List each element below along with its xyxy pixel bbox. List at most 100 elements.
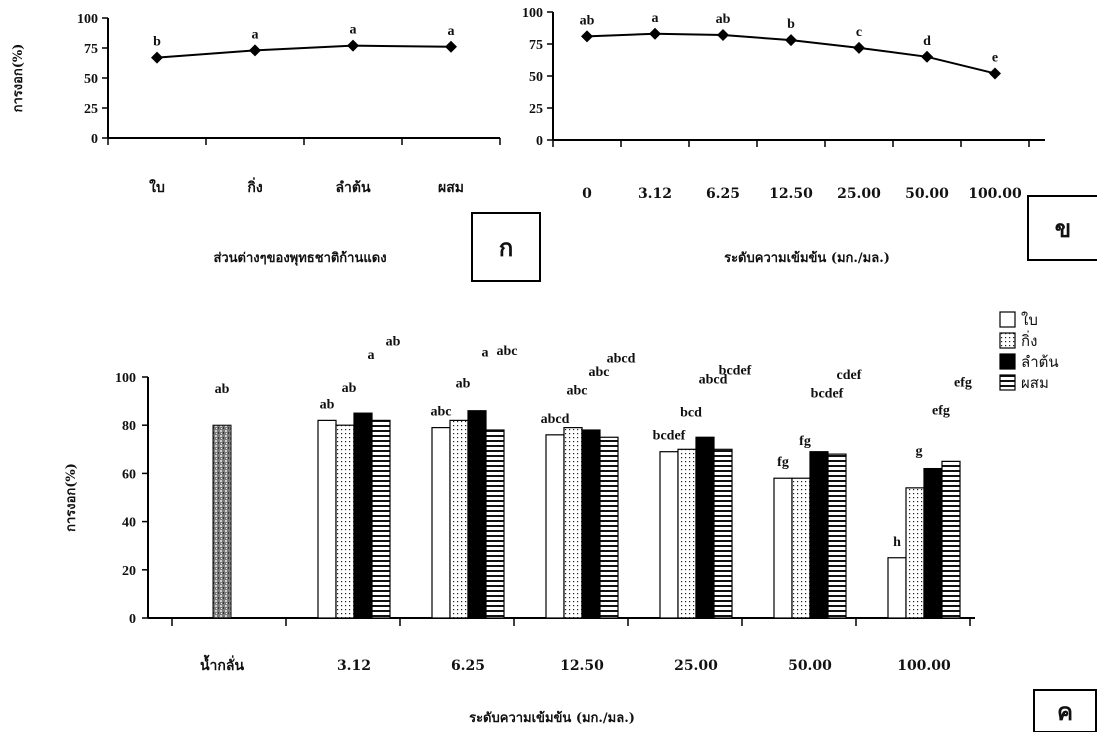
x-tick-label: 0 <box>582 186 592 202</box>
bar-significance-label: a <box>482 346 489 361</box>
legend-swatch <box>999 374 1016 391</box>
data-point <box>649 27 661 40</box>
bar-significance-label: a <box>368 348 375 363</box>
bar-horizontal <box>485 429 505 619</box>
x-tick-label: 12.50 <box>560 658 604 674</box>
significance-label: e <box>992 50 998 65</box>
x-axis-title: ส่วนต่างๆของพุทธชาติก้านแดง <box>213 250 386 266</box>
x-tick-label: 3.12 <box>638 186 672 202</box>
y-tick-label: 25 <box>529 102 543 117</box>
y-axis-title: การงอก(%) <box>64 463 79 532</box>
bar-significance-label: efg <box>954 375 972 390</box>
bar-black <box>923 467 943 619</box>
bar-black <box>809 451 829 619</box>
bar-significance-label: ab <box>320 397 335 412</box>
bar-horizontal <box>827 453 847 619</box>
y-tick-label: 100 <box>522 6 543 21</box>
bar-significance-label: h <box>893 535 901 550</box>
bar-significance-label: cdef <box>837 368 862 383</box>
bar-significance-label: abcd <box>699 372 728 387</box>
panel-label-box <box>1027 195 1097 261</box>
x-tick-label: ลำต้น <box>335 180 371 196</box>
significance-label: ab <box>716 12 731 27</box>
bar-control <box>212 424 232 619</box>
x-tick-label: ใบ <box>149 178 165 196</box>
bar-significance-label: abcd <box>607 351 636 366</box>
bar-white <box>545 434 565 619</box>
y-tick-label: 60 <box>122 467 136 482</box>
bar-significance-label: bcdef <box>719 363 752 378</box>
bar-significance-label: fg <box>799 434 811 449</box>
x-tick-label: 100.00 <box>897 658 951 674</box>
bar-black <box>581 429 601 619</box>
y-tick-label: 75 <box>84 42 98 57</box>
data-point <box>347 39 359 52</box>
bar-dotted <box>449 419 469 619</box>
panel-label: ข <box>1055 214 1071 243</box>
significance-label: a <box>652 11 659 26</box>
data-point <box>581 30 593 43</box>
legend-swatch <box>999 311 1016 328</box>
data-point <box>717 29 729 42</box>
y-tick-label: 75 <box>529 38 543 53</box>
panel-c-bar-chart: 0 20 40 60 80 100 น้ำกลั่น 3.12 6.25 12.50 25.00 50… <box>64 311 1097 732</box>
x-tick-label: 100.00 <box>968 186 1022 202</box>
y-tick-label: 0 <box>129 612 136 627</box>
legend-label: ใบ <box>1021 311 1038 329</box>
data-point <box>249 44 261 57</box>
y-tick-label: 40 <box>122 516 136 531</box>
bar-horizontal <box>599 436 619 619</box>
data-point <box>151 51 163 64</box>
bar-significance-label: abc <box>431 405 452 420</box>
x-axis-title: ระดับความเข้มข้น (มก./มล.) <box>469 710 635 726</box>
data-point <box>921 50 933 63</box>
significance-label: c <box>856 25 862 40</box>
x-tick-label: กิ่ง <box>247 177 263 196</box>
y-tick-label: 0 <box>536 134 543 149</box>
y-tick-label: 50 <box>529 70 543 85</box>
significance-label: b <box>787 17 795 32</box>
bar-significance-label: abcd <box>541 412 570 427</box>
bar-white <box>887 557 907 619</box>
y-tick-label: 20 <box>122 564 136 579</box>
y-tick-label: 100 <box>77 12 98 27</box>
x-tick-label: 25.00 <box>674 658 718 674</box>
x-tick-label: 6.25 <box>451 658 485 674</box>
legend-label: กิ่ง <box>1021 330 1037 350</box>
legend-swatch <box>999 332 1016 349</box>
bar-dotted <box>905 487 925 619</box>
x-axis-title: ระดับความเข้มข้น (มก./มล.) <box>724 250 890 266</box>
bar-dotted <box>791 477 811 619</box>
data-point <box>785 34 797 47</box>
panel-b-line-chart: 0 25 50 75 100 ab 0 a 3.12 ab 6.25 b 12.50 c 25.00 d 50.… <box>522 6 1097 266</box>
bar-significance-label: bcdef <box>653 429 686 444</box>
bar-significance-label: abc <box>567 384 588 399</box>
x-tick-label: น้ำกลั่น <box>200 654 244 674</box>
significance-label: d <box>923 34 931 49</box>
x-tick-label: 50.00 <box>788 658 832 674</box>
significance-label: a <box>350 23 357 38</box>
legend-label: ลำต้น <box>1021 353 1059 371</box>
bar-dotted <box>335 424 355 619</box>
y-tick-label: 100 <box>115 371 136 386</box>
bar-significance-label: ab <box>386 334 401 349</box>
bar-significance-label: fg <box>777 455 789 470</box>
bar-white <box>773 477 793 619</box>
data-point <box>445 40 457 53</box>
bar-significance-label: abc <box>497 344 518 359</box>
panel-a-line-chart: 0 25 50 75 100 b ใบ a กิ่ง a ลำต้น a ผสม การงอก(%) ส่ว… <box>11 12 541 282</box>
significance-label: a <box>448 24 455 39</box>
y-tick-label: 25 <box>84 102 98 117</box>
y-axis-title: การงอก(%) <box>11 44 26 113</box>
bar-significance-label: bcdef <box>811 387 844 402</box>
series-line <box>156 44 452 59</box>
significance-label: b <box>153 35 161 50</box>
legend-swatch <box>999 353 1016 370</box>
x-tick-label: 50.00 <box>905 186 949 202</box>
bar-dotted <box>677 448 697 619</box>
panel-label: ค <box>1057 697 1073 726</box>
bar-significance-label: ab <box>215 382 230 397</box>
bar-significance-label: abc <box>589 365 610 380</box>
bar-horizontal <box>713 448 733 619</box>
bar-significance-label: efg <box>932 404 950 419</box>
